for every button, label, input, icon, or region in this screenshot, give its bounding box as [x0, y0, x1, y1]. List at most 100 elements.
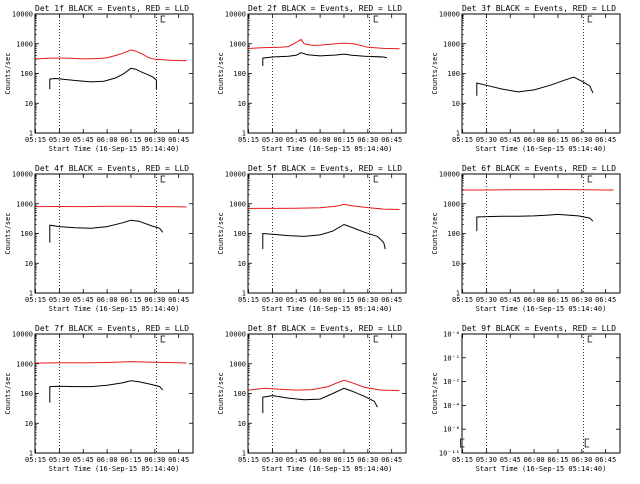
y-axis-label: Counts/sec	[217, 52, 225, 94]
box-marker	[161, 336, 165, 342]
y-axis-label: Counts/sec	[4, 372, 12, 414]
x-tick-label: 06:00	[97, 296, 118, 304]
x-tick-label: 05:30	[476, 456, 497, 464]
y-tick-label: 10⁻⁰	[443, 331, 460, 339]
y-tick-label: 10000	[439, 171, 460, 179]
y-tick-label: 10	[238, 260, 246, 268]
chart-title: Det 5f BLACK = Events, RED = LLD	[248, 164, 402, 173]
x-tick-label: 05:30	[262, 296, 283, 304]
x-tick-label: 05:30	[476, 136, 497, 144]
x-tick-label: 06:15	[547, 296, 568, 304]
plot-frame	[35, 174, 193, 293]
y-axis-label: Counts/sec	[431, 52, 439, 94]
y-tick-label: 10	[238, 100, 246, 108]
series-line-events	[477, 77, 593, 96]
x-tick-label: 06:15	[120, 296, 141, 304]
x-axis-label: Start Time (16-Sep-15 05:14:40)	[49, 145, 180, 153]
x-tick-label: 06:30	[571, 136, 592, 144]
y-tick-label: 1	[29, 290, 33, 298]
box-marker	[588, 176, 592, 182]
x-tick-label: 06:45	[168, 456, 189, 464]
series-line-events	[50, 220, 163, 242]
chart-title: Det 6f BLACK = Events, RED = LLD	[462, 164, 616, 173]
y-tick-label: 10⁻⁶	[443, 426, 460, 434]
x-tick-label: 06:45	[168, 136, 189, 144]
box-marker	[161, 176, 165, 182]
box-marker	[374, 336, 378, 342]
chart-title: Det 7f BLACK = Events, RED = LLD	[35, 324, 189, 333]
y-tick-label: 10	[25, 420, 33, 428]
x-tick-label: 06:30	[357, 456, 378, 464]
y-tick-label: 1000	[16, 360, 33, 368]
x-tick-label: 06:00	[310, 296, 331, 304]
x-tick-label: 06:15	[547, 136, 568, 144]
y-tick-label: 1	[29, 130, 33, 138]
x-tick-label: 06:30	[144, 456, 165, 464]
plot-frame	[462, 174, 620, 293]
y-tick-label: 1000	[443, 40, 460, 48]
y-tick-label: 1000	[443, 200, 460, 208]
plot-frame	[462, 334, 620, 453]
y-tick-label: 1	[242, 290, 246, 298]
chart-title: Det 9f BLACK = Events, RED = LLD	[462, 324, 616, 333]
y-tick-label: 10⁻¹	[443, 354, 460, 362]
x-tick-label: 05:30	[262, 456, 283, 464]
x-tick-label: 06:00	[97, 456, 118, 464]
y-tick-label: 10	[452, 260, 460, 268]
y-tick-label: 1	[242, 130, 246, 138]
x-tick-label: 05:45	[286, 296, 307, 304]
y-tick-label: 10	[25, 260, 33, 268]
x-tick-label: 05:30	[49, 136, 70, 144]
x-tick-label: 05:45	[286, 136, 307, 144]
x-tick-label: 05:30	[476, 296, 497, 304]
series-line-events	[263, 53, 387, 66]
y-tick-label: 10000	[439, 11, 460, 19]
x-tick-label: 06:00	[97, 136, 118, 144]
y-tick-label: 1	[456, 130, 460, 138]
x-tick-label: 05:45	[73, 456, 94, 464]
y-tick-label: 100	[233, 230, 246, 238]
y-tick-label: 100	[233, 70, 246, 78]
y-tick-label: 1000	[229, 360, 246, 368]
x-tick-label: 05:45	[500, 456, 521, 464]
chart-title: Det 3f BLACK = Events, RED = LLD	[462, 4, 616, 13]
x-tick-label: 06:45	[381, 296, 402, 304]
y-axis-label: Counts/sec	[217, 212, 225, 254]
y-tick-label: 10000	[225, 171, 246, 179]
x-axis-label: Start Time (16-Sep-15 05:14:40)	[476, 305, 607, 313]
x-tick-label: 05:45	[500, 136, 521, 144]
series-line-events	[50, 381, 163, 403]
x-axis-label: Start Time (16-Sep-15 05:14:40)	[476, 145, 607, 153]
y-axis-label: Counts/sec	[431, 212, 439, 254]
chart-title: Det 2f BLACK = Events, RED = LLD	[248, 4, 402, 13]
series-line-lld	[36, 362, 187, 364]
y-tick-label: 100	[447, 230, 460, 238]
x-tick-label: 06:30	[357, 296, 378, 304]
x-tick-label: 06:15	[333, 456, 354, 464]
x-tick-label: 06:00	[524, 296, 545, 304]
series-line-lld	[36, 50, 187, 61]
y-tick-label: 10	[238, 420, 246, 428]
y-tick-label: 100	[20, 390, 33, 398]
x-tick-label: 06:45	[168, 296, 189, 304]
box-marker	[588, 336, 592, 342]
x-tick-label: 06:15	[120, 456, 141, 464]
y-tick-label: 10000	[225, 11, 246, 19]
y-tick-label: 10000	[225, 331, 246, 339]
chart-title: Det 1f BLACK = Events, RED = LLD	[35, 4, 189, 13]
x-tick-label: 06:45	[381, 136, 402, 144]
y-tick-label: 10000	[12, 11, 33, 19]
box-marker	[588, 16, 592, 22]
y-tick-label: 100	[20, 70, 33, 78]
plot-frame	[248, 174, 406, 293]
chart-title: Det 4f BLACK = Events, RED = LLD	[35, 164, 189, 173]
x-tick-label: 06:30	[144, 296, 165, 304]
x-tick-label: 06:00	[524, 456, 545, 464]
